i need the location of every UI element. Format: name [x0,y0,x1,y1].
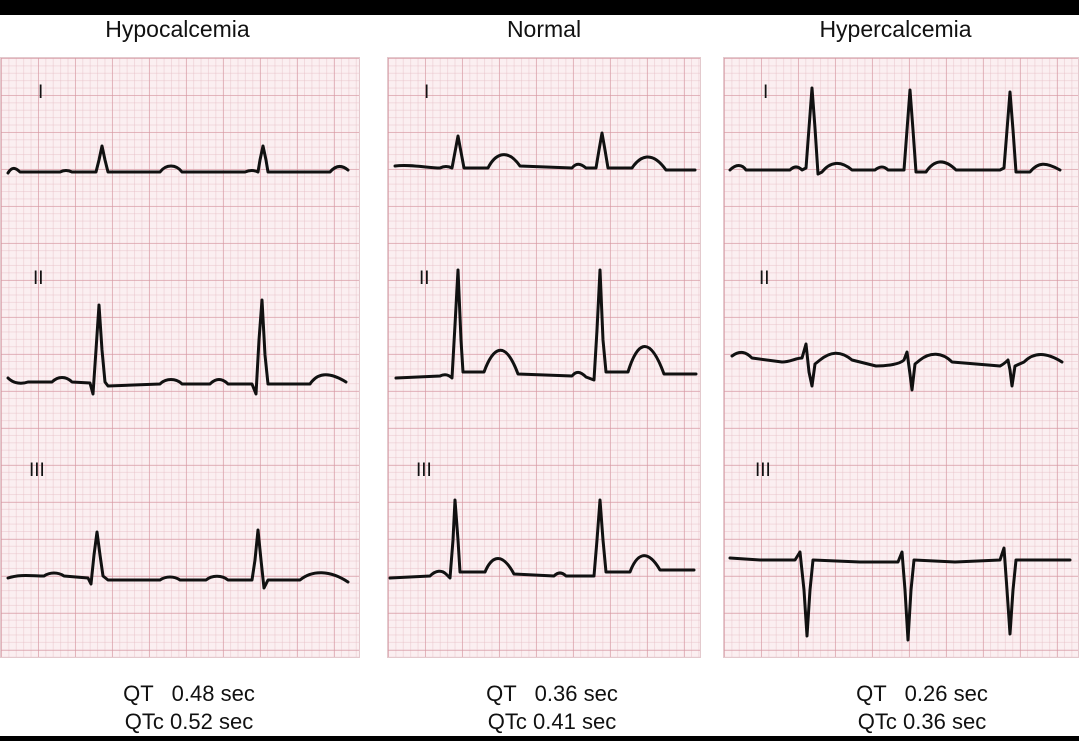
title-hypocalcemia: Hypocalcemia [105,16,250,42]
lead-label-ii: II [759,268,770,289]
qt-value-hypocalcemia: QT 0.48 sec [123,681,255,706]
ecg-panel-hypocalcemia [0,57,360,658]
title-normal: Normal [506,16,582,42]
ecg-panel-normal [387,57,701,658]
lead-label-ii: II [419,268,430,289]
top-border [0,0,1079,15]
qtc-value-hypocalcemia: QTc 0.52 sec [124,709,254,734]
qtc-value-normal: QTc 0.41 sec [487,709,617,734]
lead-label-iii: III [416,460,432,481]
lead-label-i: I [763,82,769,103]
qt-value-hypercalcemia: QT 0.26 sec [856,681,988,706]
lead-label-iii: III [29,460,45,481]
lead-label-ii: II [33,268,44,289]
lead-label-iii: III [755,460,771,481]
title-hypercalcemia: Hypercalcemia [819,16,972,42]
ecg-panel-hypercalcemia [723,57,1079,658]
bottom-border [0,736,1079,741]
lead-label-i: I [424,82,430,103]
qtc-value-hypercalcemia: QTc 0.36 sec [857,709,987,734]
lead-label-i: I [38,82,44,103]
qt-value-normal: QT 0.36 sec [486,681,618,706]
